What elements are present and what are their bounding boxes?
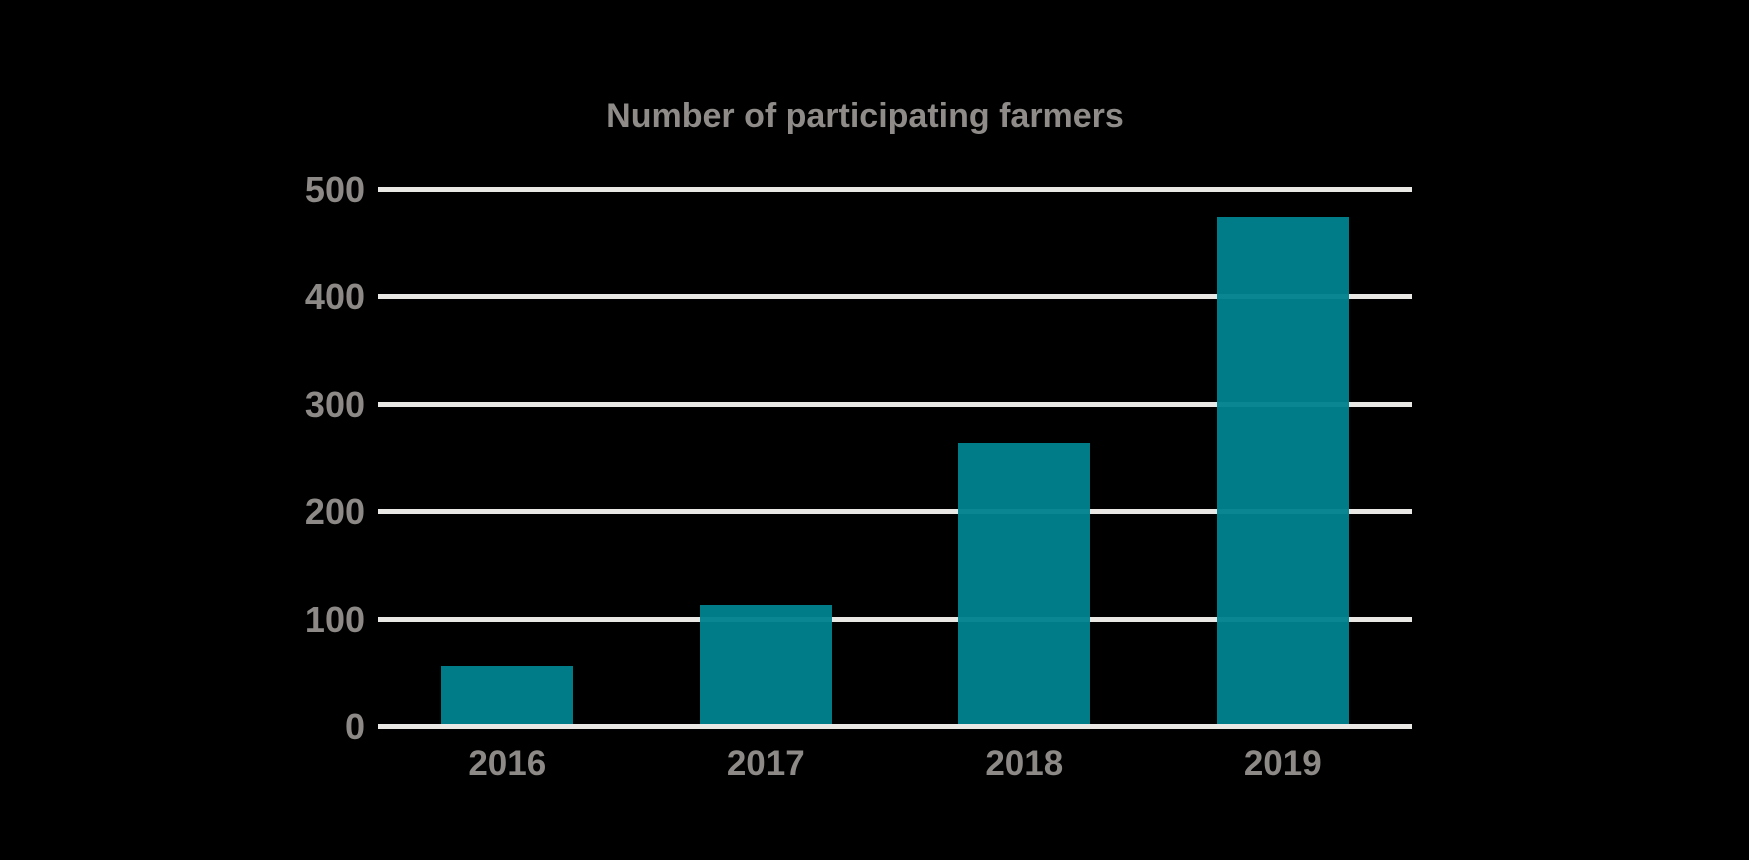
y-axis-tick-label-500: 500 [304, 169, 365, 210]
y-axis-tick-label-200: 200 [304, 491, 365, 533]
y-axis-tick-label-300: 300 [304, 383, 365, 425]
y-axis-tick-label-0: 0 [344, 706, 365, 747]
chart-title: Number of participating farmers [606, 97, 1124, 135]
bar-2016 [441, 666, 574, 724]
y-axis-tick-label-100: 100 [304, 598, 365, 640]
gridline-400 [378, 294, 1412, 300]
x-axis: 2016 2017 2018 2019 [378, 744, 1412, 788]
x-axis-label-2016: 2016 [468, 744, 547, 783]
gridline-500 [378, 187, 1412, 192]
bar-2017 [699, 604, 832, 724]
gridline-100 [378, 616, 1412, 622]
x-axis-label-2017: 2017 [726, 744, 805, 783]
bar-2019 [1216, 217, 1349, 724]
y-axis-tick-label-400: 400 [304, 276, 365, 318]
x-axis-label-2018: 2018 [985, 744, 1064, 783]
gridline-0 [378, 724, 1412, 729]
x-axis-label-2019: 2019 [1243, 744, 1322, 783]
gridline-300 [378, 401, 1412, 407]
y-axis: 0 100 200 300 400 500 [150, 169, 365, 747]
bar-2018 [958, 442, 1091, 724]
plot-area [378, 187, 1412, 729]
gridline-200 [378, 509, 1412, 515]
